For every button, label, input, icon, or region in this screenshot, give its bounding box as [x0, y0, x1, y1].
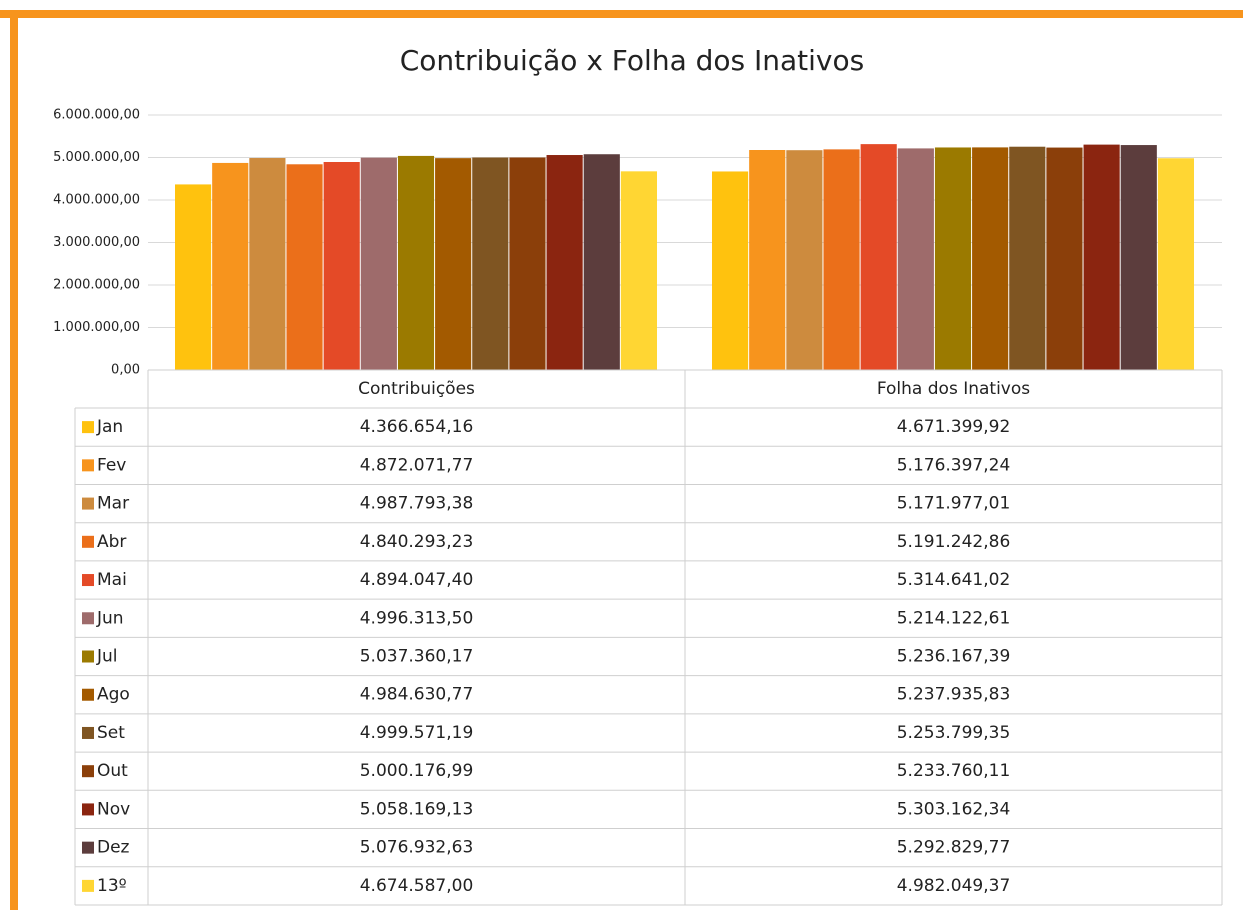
bar: [749, 150, 786, 370]
table-cell: 4.999.571,19: [360, 723, 474, 743]
table-cell: 5.214.122,61: [897, 608, 1011, 628]
table-cell: 5.037.360,17: [360, 647, 474, 667]
bar: [583, 154, 620, 370]
y-tick-label: 6.000.000,00: [53, 108, 140, 123]
bar: [897, 148, 934, 370]
table-cell: 4.840.293,23: [360, 532, 474, 552]
legend-swatch: [82, 574, 94, 587]
table-cell: 5.171.977,01: [897, 494, 1011, 514]
table-cell: 4.987.793,38: [360, 494, 474, 514]
legend-swatch: [82, 535, 94, 548]
legend-label: Jun: [96, 608, 124, 628]
bar: [1120, 145, 1157, 370]
table-cell: 5.292.829,77: [897, 838, 1011, 858]
legend-swatch: [82, 421, 94, 434]
table-cell: 5.000.176,99: [360, 761, 474, 781]
bar: [323, 162, 360, 370]
legend-label: Fev: [97, 455, 126, 475]
bar: [212, 162, 249, 370]
left-border: [10, 10, 18, 910]
table-cell: 4.872.071,77: [360, 455, 474, 475]
legend-swatch: [82, 650, 94, 663]
bar: [249, 158, 286, 370]
legend-label: Dez: [97, 838, 130, 858]
bar: [509, 157, 546, 370]
legend-swatch: [82, 726, 94, 739]
y-tick-label: 4.000.000,00: [53, 193, 140, 208]
bar: [546, 155, 583, 370]
legend-swatch: [82, 879, 94, 892]
bar: [286, 164, 323, 370]
legend-label: Jul: [96, 647, 118, 667]
bar: [972, 147, 1009, 370]
legend-label: Out: [97, 761, 128, 781]
y-tick-label: 0,00: [111, 363, 140, 378]
table-cell: 4.984.630,77: [360, 685, 474, 705]
chart-title: Contribuição x Folha dos Inativos: [400, 44, 864, 77]
table-cell: 5.253.799,35: [897, 723, 1011, 743]
legend-label: Ago: [97, 685, 130, 705]
bar: [1083, 144, 1120, 370]
legend-swatch: [82, 612, 94, 625]
legend-swatch: [82, 803, 94, 816]
y-tick-label: 2.000.000,00: [53, 278, 140, 293]
bar: [397, 155, 435, 370]
table-cell: 4.366.654,16: [360, 417, 474, 437]
legend-swatch: [82, 497, 94, 510]
table-cell: 5.058.169,13: [360, 799, 474, 819]
table-cell: 5.176.397,24: [897, 455, 1011, 475]
table-cell: 5.076.932,63: [360, 838, 474, 858]
bar: [1157, 158, 1194, 370]
table-header: Contribuições: [358, 379, 475, 399]
table-cell: 4.671.399,92: [897, 417, 1011, 437]
bar: [1046, 147, 1083, 370]
table-cell: 4.894.047,40: [360, 570, 474, 590]
bar: [712, 171, 749, 370]
bar: [823, 149, 860, 370]
table-header: Folha dos Inativos: [877, 379, 1030, 399]
legend-label: Abr: [97, 532, 126, 552]
legend-swatch: [82, 459, 94, 472]
bar: [620, 171, 657, 370]
table-cell: 5.303.162,34: [897, 799, 1011, 819]
table-cell: 5.233.760,11: [897, 761, 1011, 781]
legend-label: Mar: [97, 494, 129, 514]
y-tick-label: 5.000.000,00: [53, 150, 140, 165]
table-cell: 4.674.587,00: [360, 876, 474, 896]
table-cell: 5.236.167,39: [897, 647, 1011, 667]
legend-label: Jan: [96, 417, 123, 437]
bar: [360, 157, 397, 370]
legend-label: Nov: [97, 799, 130, 819]
y-tick-label: 3.000.000,00: [53, 235, 140, 250]
legend-label: Mai: [97, 570, 127, 590]
legend-label: 13º: [97, 876, 127, 896]
bar: [435, 158, 472, 370]
legend-swatch: [82, 688, 94, 701]
legend-swatch: [82, 765, 94, 778]
bar: [934, 147, 972, 370]
legend-label: Set: [97, 723, 125, 743]
bar: [472, 157, 509, 370]
bar: [1009, 146, 1046, 370]
bar: [175, 184, 212, 370]
table-cell: 4.982.049,37: [897, 876, 1011, 896]
legend-swatch: [82, 841, 94, 854]
table-cell: 5.314.641,02: [897, 570, 1011, 590]
table-cell: 5.191.242,86: [897, 532, 1011, 552]
y-tick-label: 1.000.000,00: [53, 320, 140, 335]
table-cell: 5.237.935,83: [897, 685, 1011, 705]
bar: [786, 150, 823, 370]
bar: [860, 144, 897, 370]
top-border: [0, 10, 1243, 18]
table-cell: 4.996.313,50: [360, 608, 474, 628]
